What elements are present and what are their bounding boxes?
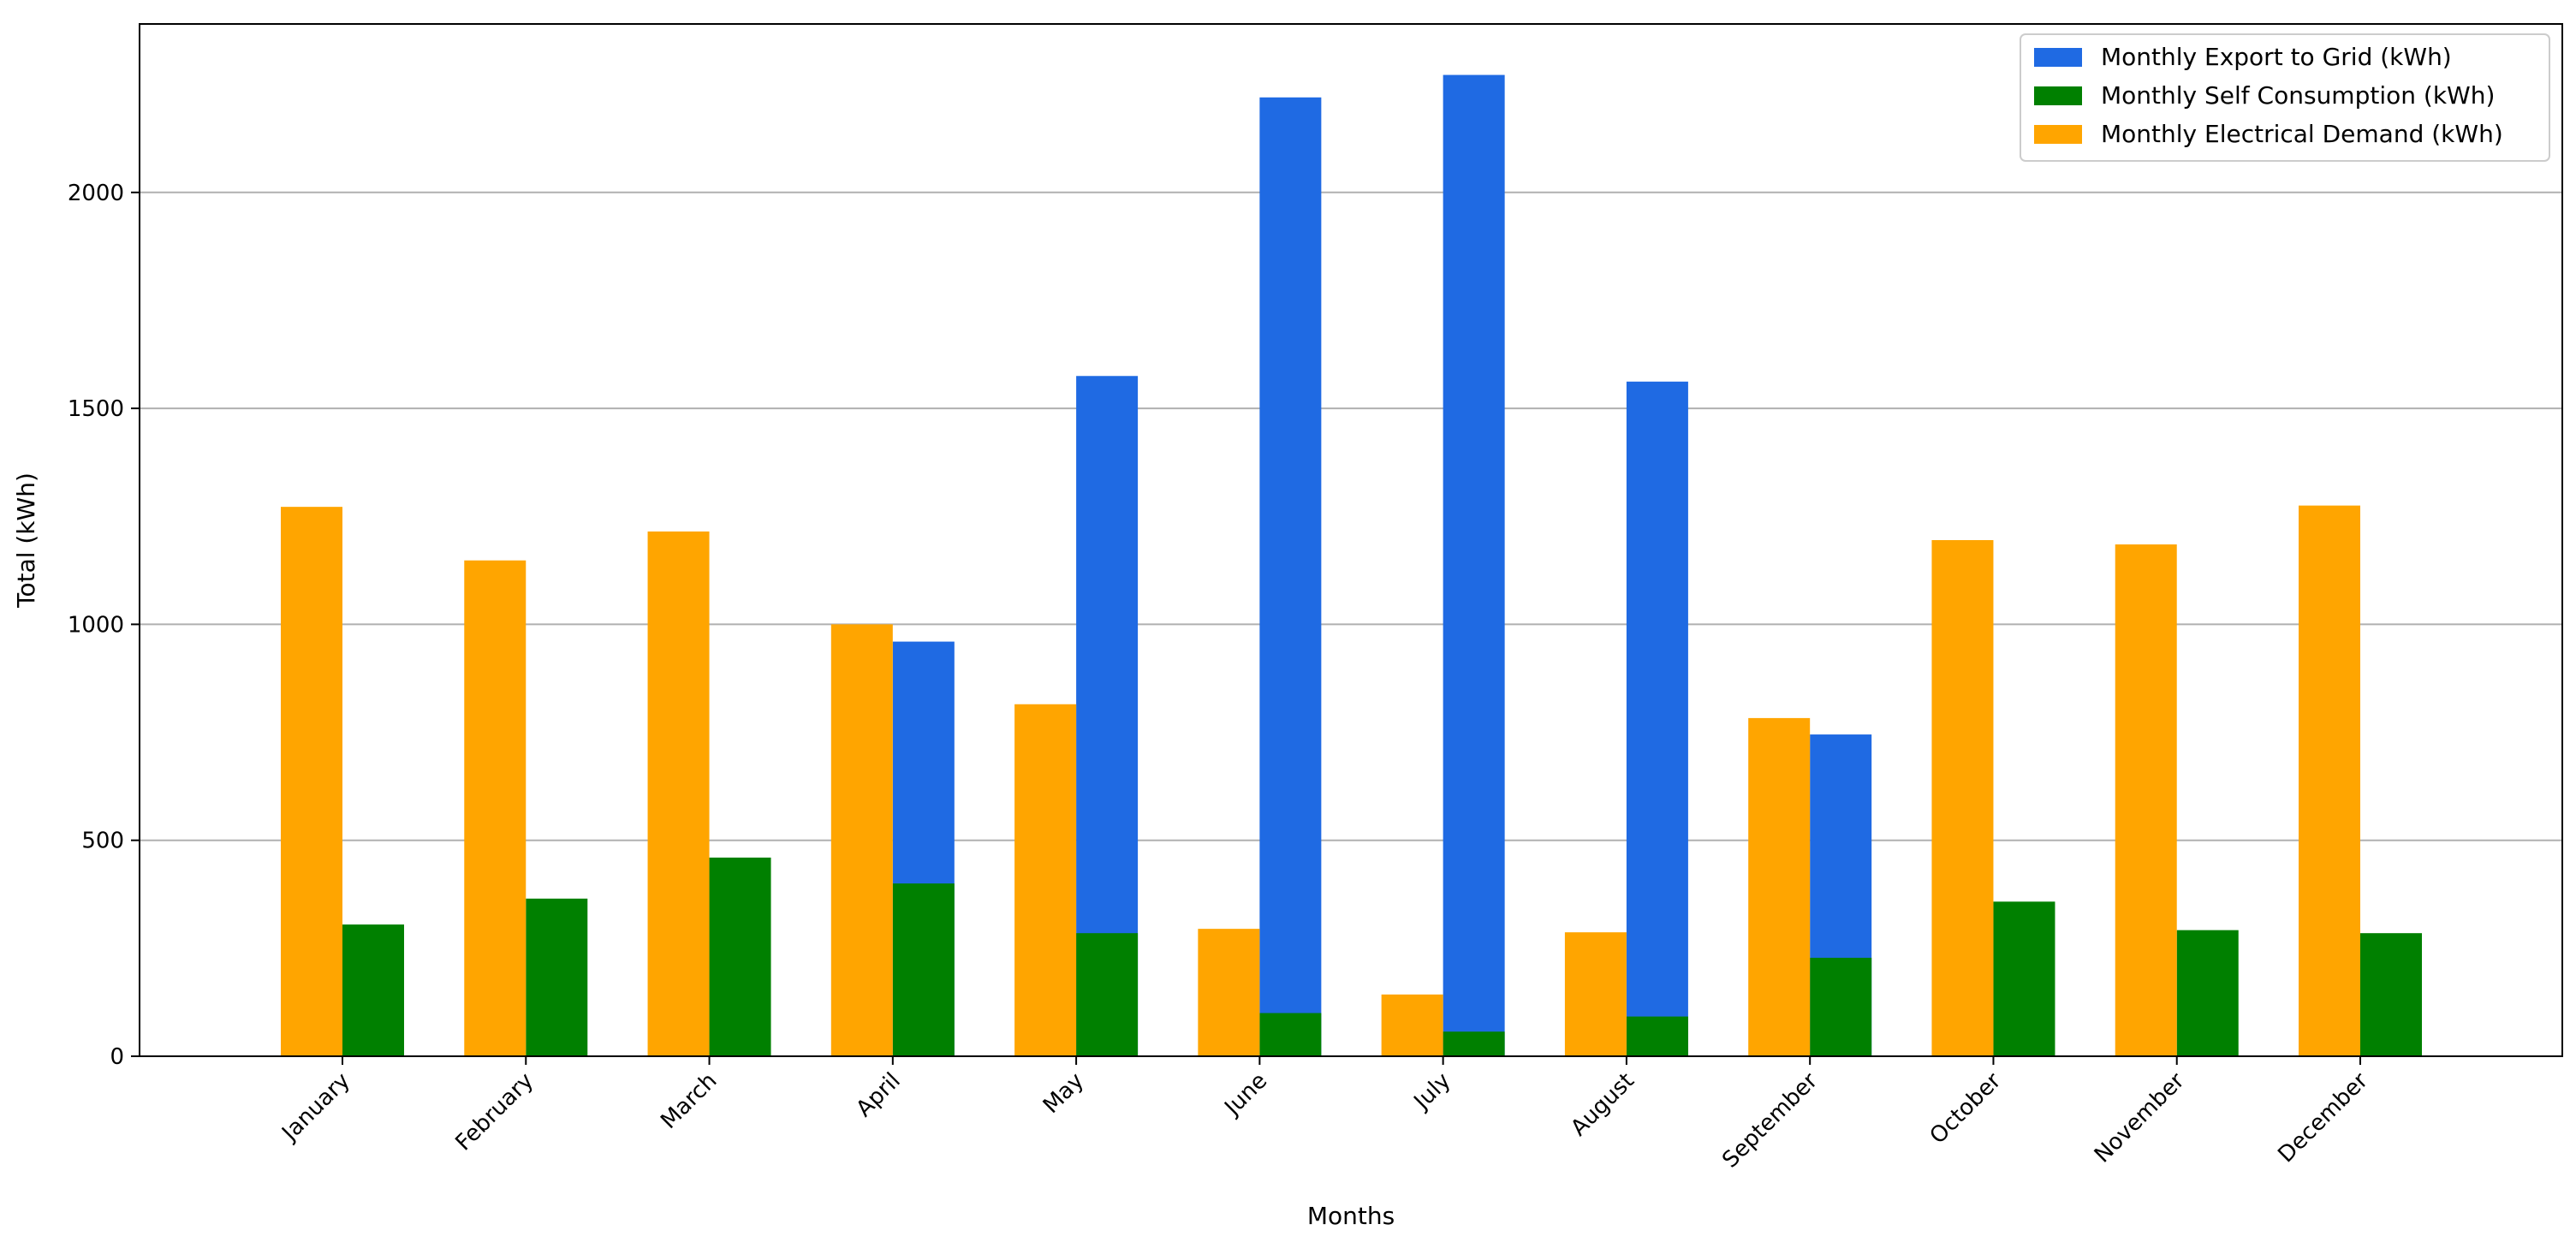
demand-bar: [464, 560, 527, 1056]
legend-label: Monthly Self Consumption (kWh): [2101, 81, 2495, 110]
y-tick-label: 2000: [68, 181, 124, 206]
self-consumption-bar: [1626, 1016, 1688, 1056]
y-tick-label: 1500: [68, 396, 124, 422]
legend-box: [2020, 33, 2550, 162]
self-consumption-bar: [1993, 901, 2055, 1056]
legend-label: Monthly Electrical Demand (kWh): [2101, 120, 2503, 148]
plot-frame: [139, 23, 2563, 1057]
y-tick-label: 1000: [68, 612, 124, 638]
demand-bar: [1381, 994, 1443, 1056]
legend-label: Monthly Export to Grid (kWh): [2101, 43, 2452, 71]
legend: Monthly Export to Grid (kWh) Monthly Self…: [2020, 33, 2550, 162]
demand-bar: [2299, 505, 2360, 1056]
self-consumption-bar: [892, 883, 955, 1056]
self-consumption-bar: [709, 857, 771, 1056]
demand-bar: [281, 507, 342, 1056]
demand-bar: [647, 531, 710, 1056]
export-bar: [1626, 381, 1688, 1056]
demand-bar: [1198, 929, 1260, 1056]
demand-bar: [2115, 544, 2177, 1056]
x-axis-label: Months: [1307, 1202, 1395, 1230]
legend-swatch: [2034, 86, 2082, 105]
self-consumption-bar: [1443, 1031, 1505, 1056]
y-tick-label: 500: [81, 829, 124, 854]
self-consumption-bar: [2176, 930, 2239, 1056]
demand-bar: [1014, 704, 1077, 1056]
self-consumption-bar: [526, 898, 588, 1056]
legend-swatch: [2034, 125, 2082, 144]
demand-bar: [1931, 540, 1994, 1056]
y-axis-ticks: 0 500 1000 1500 2000: [68, 181, 140, 1070]
self-consumption-bar: [1259, 1013, 1322, 1056]
export-bar: [1259, 97, 1322, 1056]
demand-bar: [1748, 717, 1811, 1056]
self-consumption-bar: [2360, 933, 2422, 1056]
y-tick-label: 0: [110, 1044, 124, 1070]
bars: [281, 74, 2422, 1057]
export-bar: [1443, 74, 1505, 1057]
demand-bar: [1564, 932, 1627, 1056]
self-consumption-bar: [1810, 957, 1872, 1056]
self-consumption-bar: [342, 924, 404, 1056]
self-consumption-bar: [1076, 933, 1139, 1056]
legend-swatch: [2034, 48, 2082, 67]
y-axis-label: Total (kWh): [12, 472, 40, 609]
demand-bar: [830, 624, 893, 1056]
